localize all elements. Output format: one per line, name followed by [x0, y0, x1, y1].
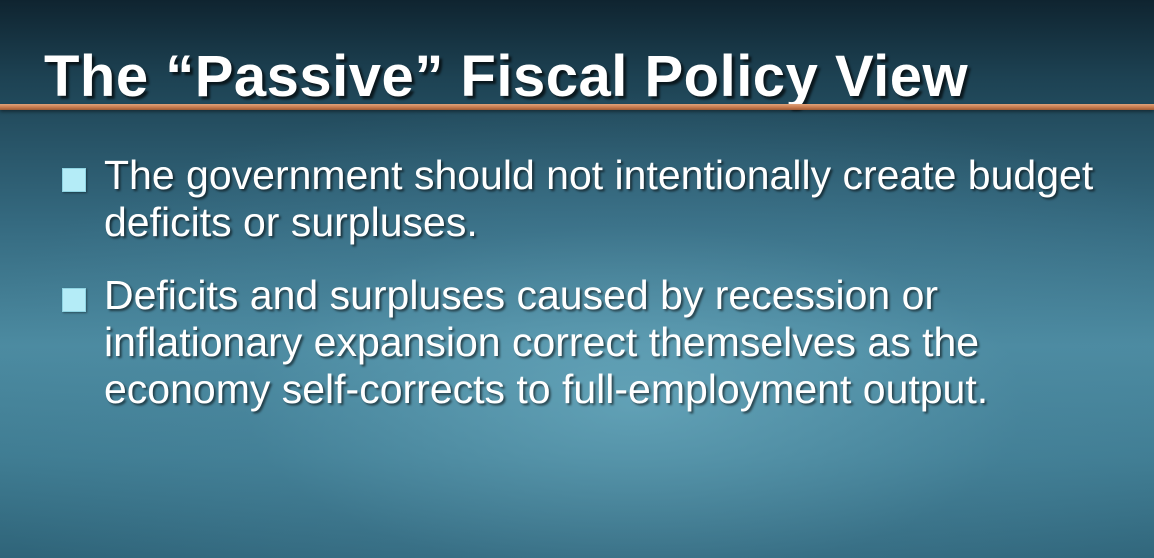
bullet-item: The government should not intentionally … — [62, 152, 1132, 246]
bullet-list: The government should not intentionally … — [62, 152, 1132, 439]
bullet-text: The government should not intentionally … — [104, 152, 1094, 245]
square-bullet-icon — [62, 288, 86, 312]
title-bar: The “Passive” Fiscal Policy View — [0, 0, 1154, 109]
slide-title: The “Passive” Fiscal Policy View — [44, 44, 969, 109]
bullet-text: Deficits and surpluses caused by recessi… — [104, 272, 989, 412]
title-divider — [0, 104, 1154, 110]
bullet-item: Deficits and surpluses caused by recessi… — [62, 272, 1132, 413]
square-bullet-icon — [62, 168, 86, 192]
